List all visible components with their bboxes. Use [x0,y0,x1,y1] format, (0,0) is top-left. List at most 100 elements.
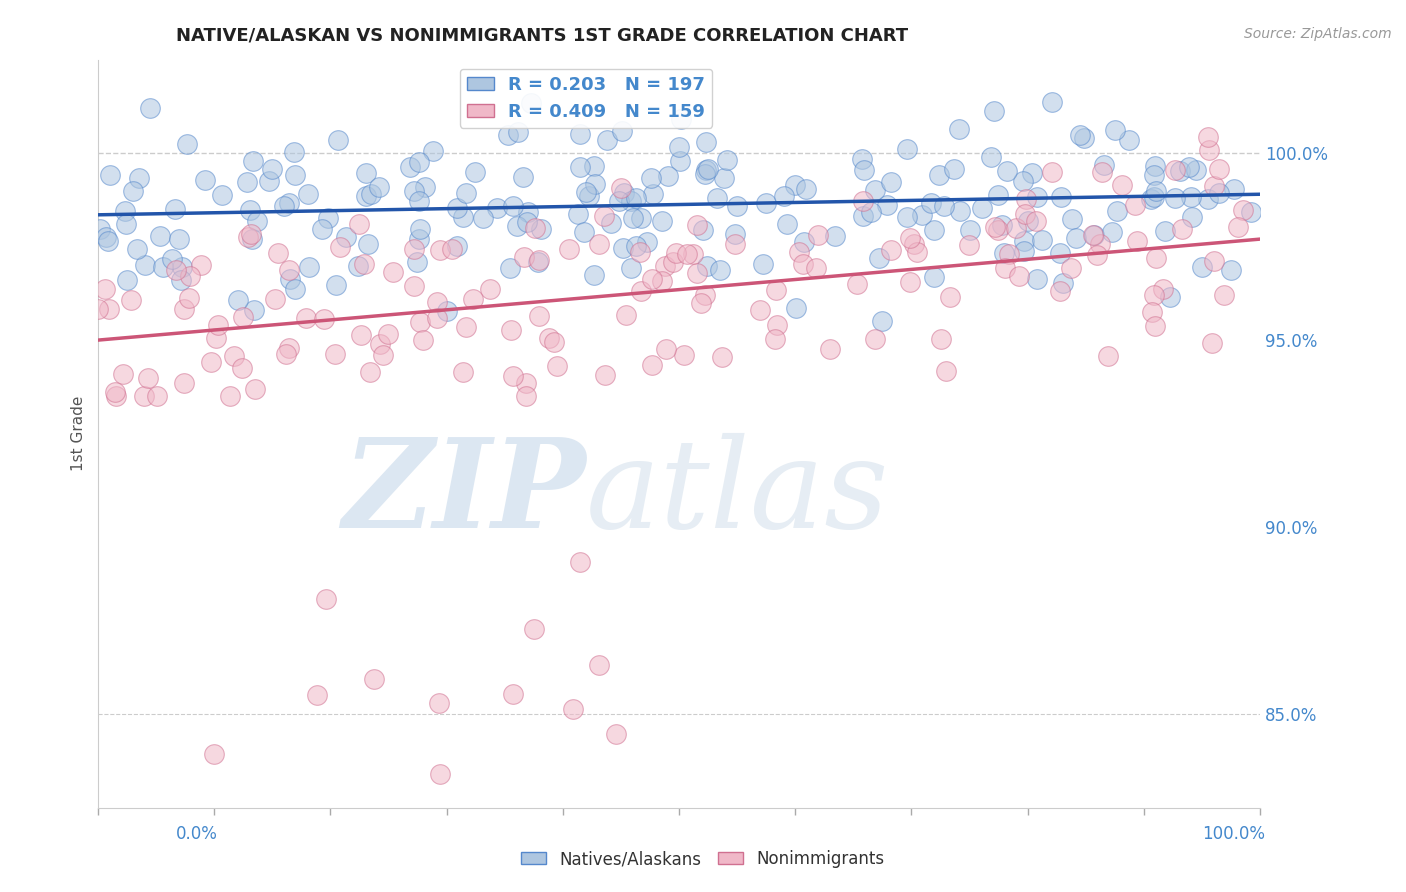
Point [600,216,623,230]
Point [413,179,436,194]
Point [1144,252,1167,266]
Point [818,343,841,357]
Point [404,242,426,256]
Point [641,272,664,286]
Point [672,348,695,362]
Point [436,303,458,318]
Point [628,245,651,260]
Point [523,622,546,636]
Point [1060,211,1083,226]
Text: 0.0%: 0.0% [176,825,218,843]
Point [486,201,509,215]
Point [995,164,1018,178]
Point [572,225,595,239]
Point [307,689,329,703]
Point [530,222,553,236]
Point [1163,163,1185,178]
Point [959,223,981,237]
Point [429,696,451,710]
Point [903,237,925,252]
Point [326,133,349,147]
Point [1197,192,1219,206]
Point [669,153,692,168]
Point [613,186,636,201]
Point [1191,260,1213,274]
Point [1094,158,1116,172]
Point [1021,166,1043,180]
Point [695,163,717,178]
Point [456,320,478,334]
Point [1104,123,1126,137]
Point [1060,261,1083,276]
Point [793,235,815,249]
Point [939,290,962,304]
Point [329,240,352,254]
Point [408,232,430,246]
Point [682,247,704,261]
Point [807,227,830,242]
Point [160,252,183,266]
Point [690,296,713,310]
Point [943,161,966,176]
Point [377,326,399,341]
Point [502,199,524,213]
Point [1049,246,1071,260]
Point [588,658,610,673]
Point [502,688,524,702]
Point [354,189,377,203]
Point [283,145,305,159]
Point [865,182,887,196]
Point [543,334,565,349]
Point [1125,234,1147,248]
Point [239,202,262,217]
Point [1025,214,1047,228]
Point [260,162,283,177]
Point [935,364,957,378]
Point [163,202,186,216]
Point [583,268,606,283]
Point [755,196,778,211]
Point [1204,178,1226,193]
Point [464,165,486,179]
Point [127,242,149,256]
Point [426,310,449,325]
Point [1185,163,1208,178]
Point [1040,95,1063,109]
Point [399,160,422,174]
Point [519,96,541,111]
Point [115,273,138,287]
Point [1064,231,1087,245]
Point [283,283,305,297]
Point [998,247,1021,261]
Point [472,211,495,226]
Point [1143,288,1166,302]
Point [749,303,772,318]
Point [1180,190,1202,204]
Point [1069,128,1091,142]
Point [515,389,537,403]
Point [335,229,357,244]
Point [136,371,159,385]
Point [232,310,254,324]
Point [569,555,592,569]
Point [610,123,633,137]
Point [1085,247,1108,261]
Point [624,238,647,252]
Point [636,235,658,249]
Point [96,230,118,244]
Point [612,241,634,255]
Point [1008,268,1031,283]
Point [368,337,391,351]
Point [593,368,616,383]
Point [896,142,918,156]
Point [422,144,444,158]
Point [654,259,676,273]
Legend: Natives/Alaskans, Nonimmigrants: Natives/Alaskans, Nonimmigrants [515,844,891,875]
Point [97,234,120,248]
Point [1090,236,1112,251]
Point [173,376,195,390]
Point [412,333,434,347]
Point [693,167,716,181]
Point [725,199,748,213]
Point [669,112,692,127]
